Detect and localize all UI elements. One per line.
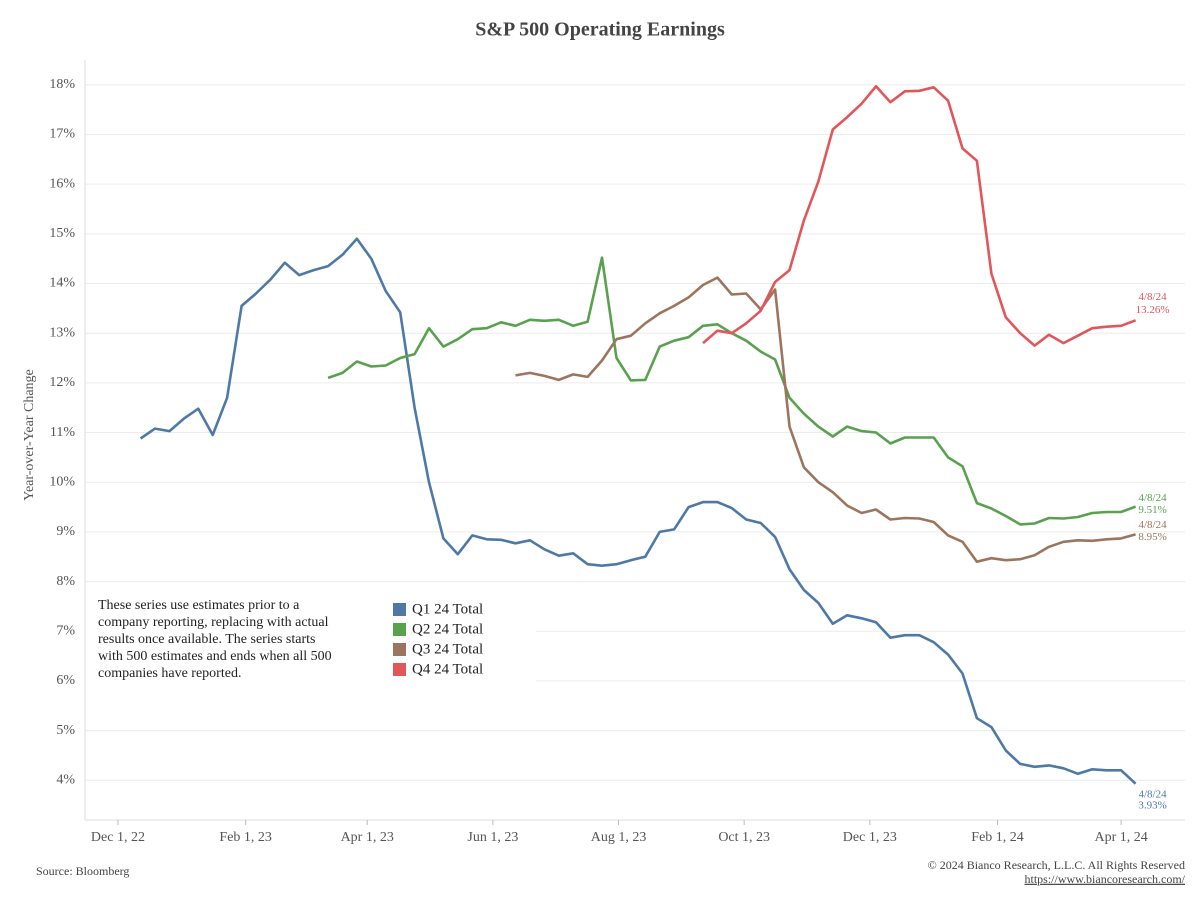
y-tick-label: 15%	[49, 226, 75, 241]
x-tick-label: Feb 1, 23	[219, 830, 272, 845]
end-label: 4/8/24	[1138, 788, 1167, 800]
series-line	[702, 85, 1137, 347]
y-tick-label: 18%	[49, 77, 75, 92]
x-tick-label: Oct 1, 23	[718, 830, 770, 845]
y-tick-label: 7%	[56, 623, 75, 638]
note-text: with 500 estimates and ends when all 500	[98, 649, 332, 664]
series-line	[139, 237, 1137, 785]
website-url[interactable]: https://www.biancoresearch.com/	[1024, 872, 1185, 886]
y-tick-label: 6%	[56, 673, 75, 688]
legend-box	[86, 590, 536, 686]
y-tick-label: 14%	[49, 276, 75, 291]
note-text: companies have reported.	[98, 666, 241, 681]
x-tick-label: Aug 1, 23	[591, 830, 647, 845]
source: Source: Bloomberg	[36, 864, 129, 878]
y-tick-label: 10%	[49, 474, 75, 489]
end-label: 4/8/24	[1138, 291, 1167, 303]
end-label: 4/8/24	[1138, 492, 1167, 504]
website-link[interactable]: https://www.biancoresearch.com/	[1024, 872, 1185, 886]
series-line	[515, 276, 1136, 563]
legend-label: Q4 24 Total	[412, 661, 483, 677]
y-tick-label: 5%	[56, 723, 75, 738]
chart-title: S&P 500 Operating Earnings	[475, 19, 725, 41]
x-tick-label: Apr 1, 23	[341, 830, 394, 845]
end-label: 3.93%	[1138, 799, 1166, 811]
legend-swatch	[393, 643, 406, 656]
legend-label: Q1 24 Total	[412, 601, 483, 617]
y-tick-label: 4%	[56, 772, 75, 787]
end-label: 13.26%	[1136, 304, 1170, 316]
y-axis-label: Year-over-Year Change	[22, 369, 37, 501]
y-tick-label: 9%	[56, 524, 75, 539]
note-text: company reporting, replacing with actual	[98, 615, 329, 630]
y-tick-label: 12%	[49, 375, 75, 390]
note-text: results once available. The series start…	[98, 632, 315, 647]
x-tick-label: Jun 1, 23	[467, 830, 518, 845]
legend-swatch	[393, 623, 406, 636]
series-line	[327, 256, 1137, 526]
y-tick-label: 17%	[49, 127, 75, 142]
y-tick-label: 13%	[49, 325, 75, 340]
legend-label: Q3 24 Total	[412, 641, 483, 657]
x-tick-label: Dec 1, 22	[91, 830, 145, 845]
copyright: © 2024 Bianco Research, L.L.C. All Right…	[928, 858, 1185, 872]
end-label: 8.95%	[1138, 531, 1166, 543]
y-tick-label: 11%	[50, 425, 75, 440]
y-tick-label: 16%	[49, 176, 75, 191]
x-tick-label: Feb 1, 24	[971, 830, 1024, 845]
legend-swatch	[393, 663, 406, 676]
x-tick-label: Apr 1, 24	[1095, 830, 1148, 845]
y-tick-label: 8%	[56, 574, 75, 589]
end-label: 4/8/24	[1138, 519, 1167, 531]
end-label: 9.51%	[1138, 504, 1166, 516]
x-tick-label: Dec 1, 23	[843, 830, 897, 845]
note-text: These series use estimates prior to a	[98, 598, 300, 613]
legend-swatch	[393, 603, 406, 616]
legend-label: Q2 24 Total	[412, 621, 483, 637]
